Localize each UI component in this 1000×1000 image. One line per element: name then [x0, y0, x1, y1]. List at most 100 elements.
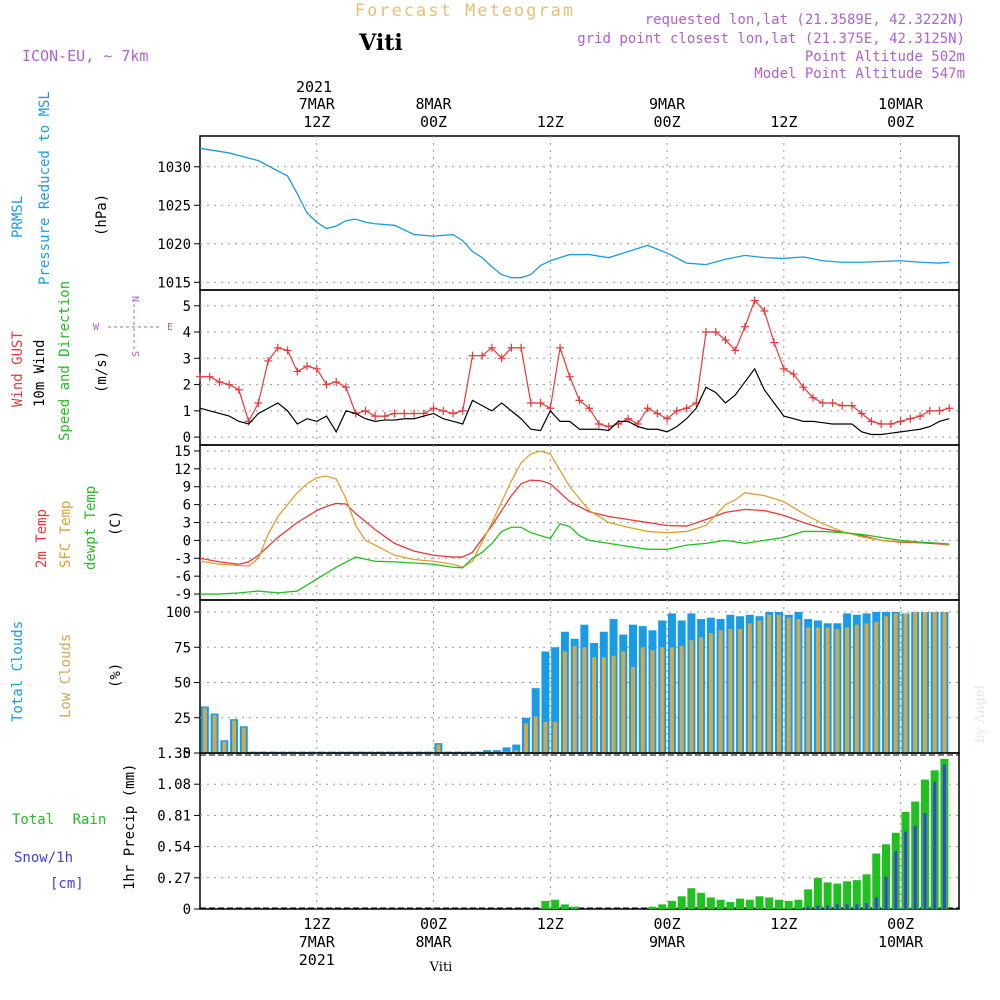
rain-bar [852, 880, 861, 909]
rain-bar [570, 906, 579, 909]
pressure-unit: (hPa) [94, 194, 110, 236]
wind-gust-marker [731, 346, 740, 355]
total-clouds-label: Total Clouds [10, 621, 26, 722]
wind-gust-marker [750, 296, 759, 305]
bottom-day-label: 10MAR [878, 933, 924, 951]
y-tick-label: 50 [174, 676, 191, 692]
y-tick-label: 75 [174, 640, 191, 656]
low-cloud-bar [884, 616, 889, 753]
panel-precip: Total Rain Snow/1h [cm] 1hr Precip (mm) … [12, 746, 960, 918]
pressure-label-long: Pressure Reduced to MSL [37, 91, 53, 285]
wind-gust-marker [702, 328, 710, 337]
wind-gust-marker [196, 372, 204, 381]
low-cloud-bar [232, 720, 237, 753]
wind-gust-marker [604, 422, 613, 431]
location-title: Viti [358, 30, 403, 56]
bottom-day-label: 9MAR [649, 933, 686, 951]
wind-gust-marker [303, 362, 312, 371]
rain-bar [872, 853, 881, 909]
wind-gust-marker [828, 398, 837, 407]
low-cloud-bar [241, 727, 246, 753]
gridpoint-coords: grid point closest lon,lat (21.375E, 42.… [577, 31, 965, 47]
y-tick-label: -9 [174, 587, 191, 603]
panel-clouds: Total Clouds Low Clouds (%) by Angel 0 25… [10, 599, 988, 762]
wind-gust-marker [439, 406, 448, 415]
y-tick-label: 25 [174, 711, 191, 727]
low-cloud-bar [815, 627, 820, 753]
wind-gust-marker [312, 364, 321, 373]
point-altitude: Point Altitude 502m [805, 49, 965, 65]
wind-gust-marker [838, 401, 847, 410]
low-cloud-bar [543, 721, 548, 753]
y-tick-label: 5 [183, 299, 191, 315]
low-cloud-bar [669, 647, 674, 753]
bottom-hour-label: 00Z [654, 915, 681, 933]
top-day-label: 10MAR [878, 95, 924, 113]
rain-bar [706, 897, 715, 909]
low-cloud-bar [738, 628, 743, 753]
y-tick-label: 0 [183, 746, 191, 762]
low-cloud-bar [893, 613, 898, 753]
y-tick-label: 1.08 [157, 777, 191, 793]
y-tick-label: 15 [174, 444, 191, 460]
low-cloud-bar [699, 637, 704, 753]
low-cloud-bar [533, 716, 538, 753]
wind-gust-marker [254, 398, 263, 407]
wind-gust-marker [663, 414, 672, 423]
low-cloud-bar [942, 612, 947, 753]
low-cloud-bar [757, 620, 762, 753]
wind-gust-marker [585, 404, 594, 413]
low-cloud-bar [601, 657, 606, 753]
low-cloud-bar [913, 612, 918, 753]
wind-gust-marker [877, 419, 886, 428]
bottom-hour-label: 12Z [537, 915, 564, 933]
wind-gust-marker [643, 404, 652, 413]
low-cloud-bar [689, 640, 694, 753]
temp-2m-label: 2m Temp [34, 509, 50, 568]
wind-direction-label: Speed and Direction [57, 281, 73, 441]
wind-gust-marker [945, 404, 954, 413]
wind-gust-marker [400, 409, 409, 418]
rain-bar [833, 883, 842, 909]
wind-gust-marker [273, 343, 282, 352]
y-tick-label: 1030 [157, 160, 191, 176]
compass-east: E [167, 322, 173, 333]
y-tick-label: 2 [183, 378, 191, 394]
wind-gust-marker [575, 396, 584, 405]
low-clouds-label: Low Clouds [58, 634, 74, 718]
y-tick-label: 3 [183, 516, 191, 532]
y-tick-label: 4 [183, 325, 191, 341]
low-cloud-bar [611, 655, 616, 753]
total-cloud-bar [541, 651, 550, 753]
wind-gust-marker [264, 356, 273, 365]
temp-sfc-label: SFC Temp [58, 501, 74, 568]
snow-bar [933, 781, 937, 909]
snow-bar [874, 897, 878, 909]
y-tick-label: 0.27 [157, 871, 191, 887]
low-cloud-bar [679, 645, 684, 753]
pressure-line [199, 147, 950, 279]
y-tick-label: 6 [183, 498, 191, 514]
wind-gust-marker [556, 343, 565, 352]
wind-gust-marker [682, 404, 691, 413]
compass-rose: N S W E [93, 296, 173, 357]
low-cloud-bar [514, 750, 519, 753]
low-cloud-bar [222, 741, 227, 753]
snow-bar [903, 831, 907, 909]
rain-bar [774, 899, 783, 909]
snow-bar [913, 825, 917, 909]
footer-location: Viti [429, 960, 453, 975]
y-tick-label: 1 [183, 404, 191, 420]
top-hour-label: 12Z [537, 113, 564, 131]
bottom-hour-label: 00Z [887, 915, 914, 933]
y-tick-label: 0.54 [157, 840, 191, 856]
rain-bar [813, 877, 822, 909]
rain-bar [687, 888, 696, 909]
wind-unit: (m/s) [94, 351, 110, 393]
wind-gust-marker [449, 409, 457, 418]
wind-gust-marker [487, 343, 496, 352]
top-hour-label: 00Z [420, 113, 447, 131]
y-tick-label: 12 [174, 462, 191, 478]
total-cloud-bar [551, 647, 560, 753]
snow-bar [942, 764, 946, 909]
